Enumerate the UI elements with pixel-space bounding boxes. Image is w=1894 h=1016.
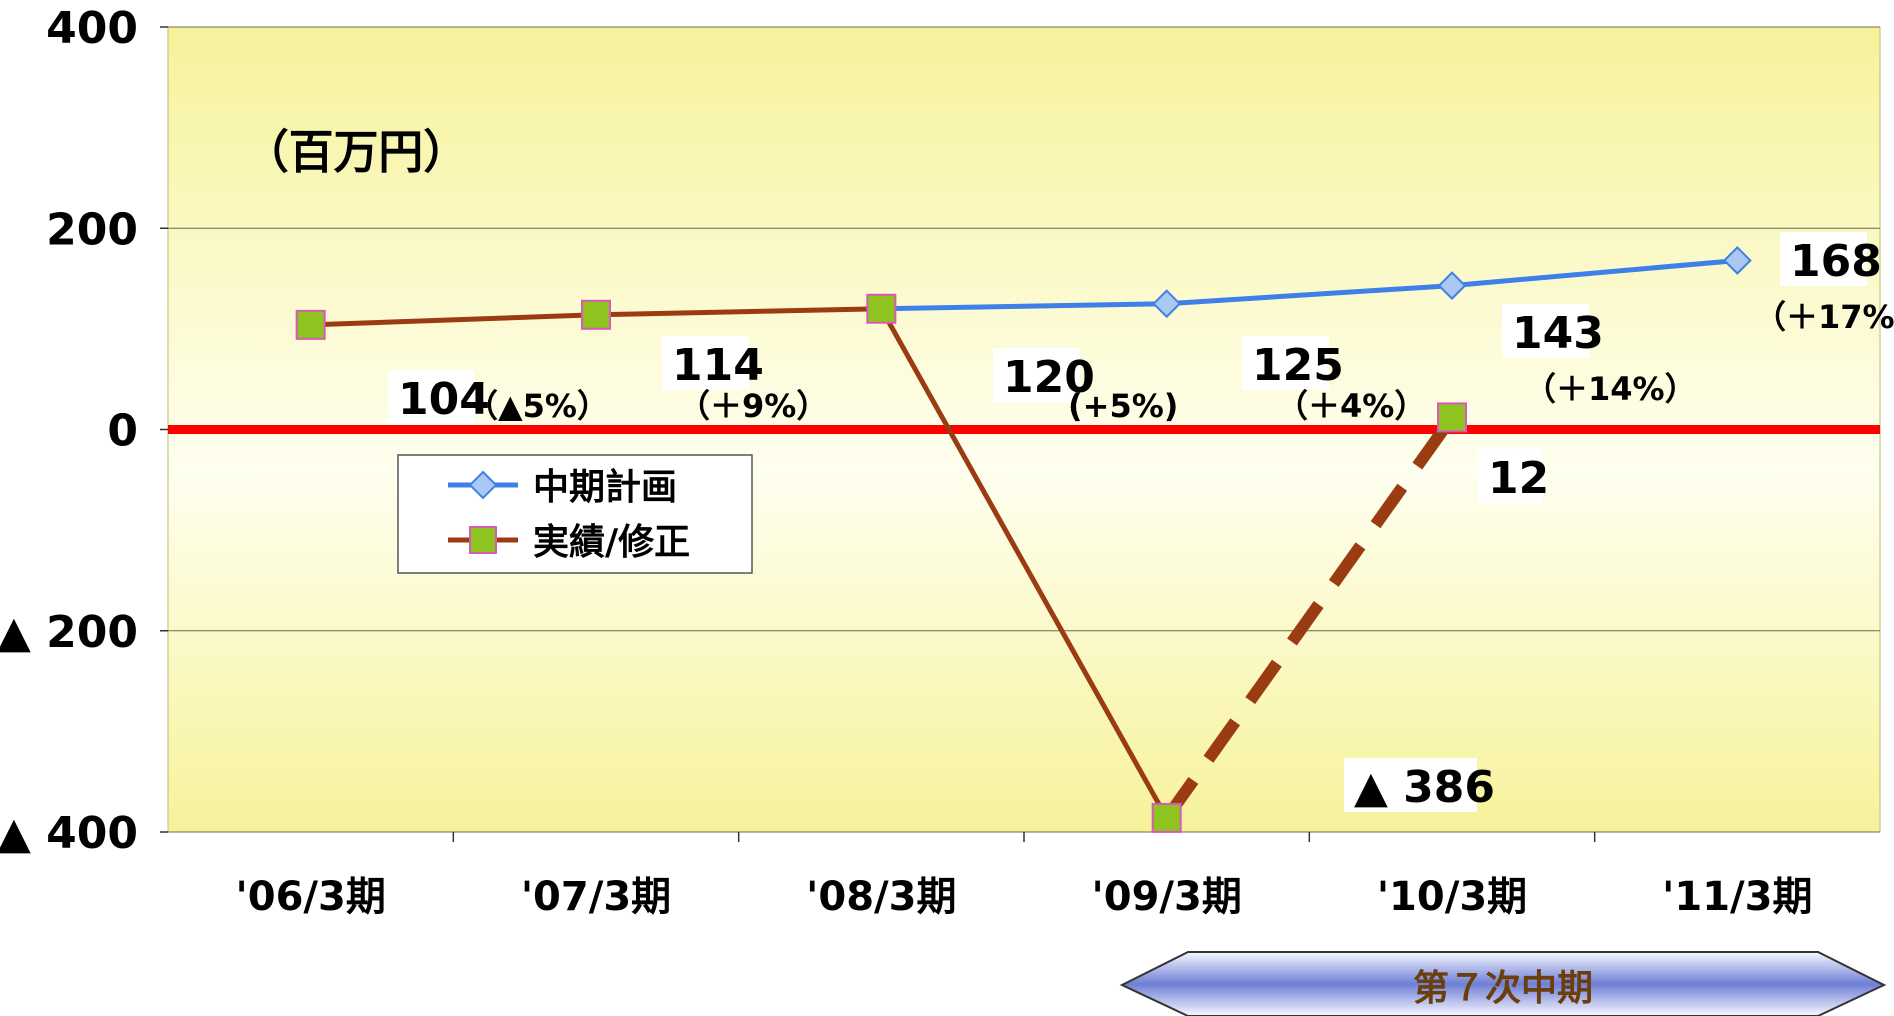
plan-point [1722, 246, 1752, 275]
legend-label-plan: 中期計画 [533, 467, 677, 508]
x-axis-tick-labels: '06/3期 '07/3期 '08/3期 '09/3期 '10/3期 '11/3期 [235, 874, 1812, 920]
period-banner-arrow [1119, 951, 1887, 1016]
actual-series-segment [879, 307, 1169, 820]
y-axis-tick-labels: 400 200 0 ▲ 200 ▲ 400 [0, 3, 138, 859]
y-tick-label: ▲ 200 [0, 607, 138, 658]
data-label-background [1344, 758, 1477, 812]
actual-point [581, 299, 611, 330]
actual-series-segment [595, 306, 882, 318]
data-label-background [1502, 304, 1589, 358]
data-label-background [388, 370, 475, 424]
plan-point [1152, 289, 1182, 319]
data-label-value: 125 [1252, 340, 1344, 391]
x-tick-label: '11/3期 [1662, 874, 1812, 920]
plan-series-line [881, 257, 1738, 312]
legend-box [397, 454, 753, 574]
y-tick-label: 400 [46, 3, 138, 54]
y-tick-label: ▲ 400 [0, 808, 138, 859]
x-tick-label: '10/3期 [1377, 874, 1527, 920]
legend-label-actual: 実績/修正 [533, 522, 690, 563]
data-label-value: 143 [1512, 308, 1604, 359]
x-tick-label: '08/3期 [806, 874, 956, 920]
data-label-value: 12 [1488, 453, 1549, 504]
actual-point [1151, 802, 1182, 833]
period-banner-label: 第７次中期 [1413, 968, 1593, 1009]
data-label-value: 114 [672, 340, 764, 391]
legend-marker-actual [469, 526, 497, 554]
data-label-value: ▲ 386 [1354, 762, 1495, 813]
data-label-background [1242, 336, 1329, 390]
data-label-change: （＋4%） [1276, 387, 1426, 425]
y-tick-label: 200 [46, 204, 138, 255]
actual-point [866, 293, 897, 324]
data-label-change: （＋14%） [1524, 370, 1697, 408]
x-tick-label: '07/3期 [521, 874, 671, 920]
actual-point [295, 309, 326, 340]
data-labels: 104（▲5%） 114（＋9%） 120(+5%) 125（＋4%） 143 （＋14%… [388, 232, 1894, 813]
legend: 中期計画 実績/修正 [397, 454, 753, 574]
data-label-change: (+5%) [1068, 387, 1178, 425]
actual-series-segment [310, 312, 597, 328]
data-label-value: 104 [398, 374, 490, 425]
period-banner: 第７次中期 [1119, 951, 1887, 1016]
data-label-value: 120 [1003, 352, 1095, 403]
plan-point [1437, 271, 1467, 301]
data-label-background [1780, 232, 1867, 286]
series-layer [295, 246, 1752, 833]
data-label-value: 168 [1790, 236, 1882, 287]
data-label-background [662, 336, 749, 390]
data-label-background [993, 348, 1080, 402]
x-tick-label: '06/3期 [235, 874, 385, 920]
y-tick-label: 0 [107, 406, 138, 457]
x-tick-label: '09/3期 [1091, 874, 1241, 920]
unit-label: （百万円） [244, 125, 468, 179]
data-label-background [1478, 449, 1542, 503]
actual-series-dashed-segment [1161, 413, 1457, 822]
legend-marker-plan [468, 470, 498, 500]
actual-point [1437, 402, 1467, 433]
data-label-change: （＋9%） [678, 387, 828, 425]
data-label-change: （＋17%） [1754, 298, 1894, 336]
data-label-change: （▲5%） [466, 387, 609, 425]
